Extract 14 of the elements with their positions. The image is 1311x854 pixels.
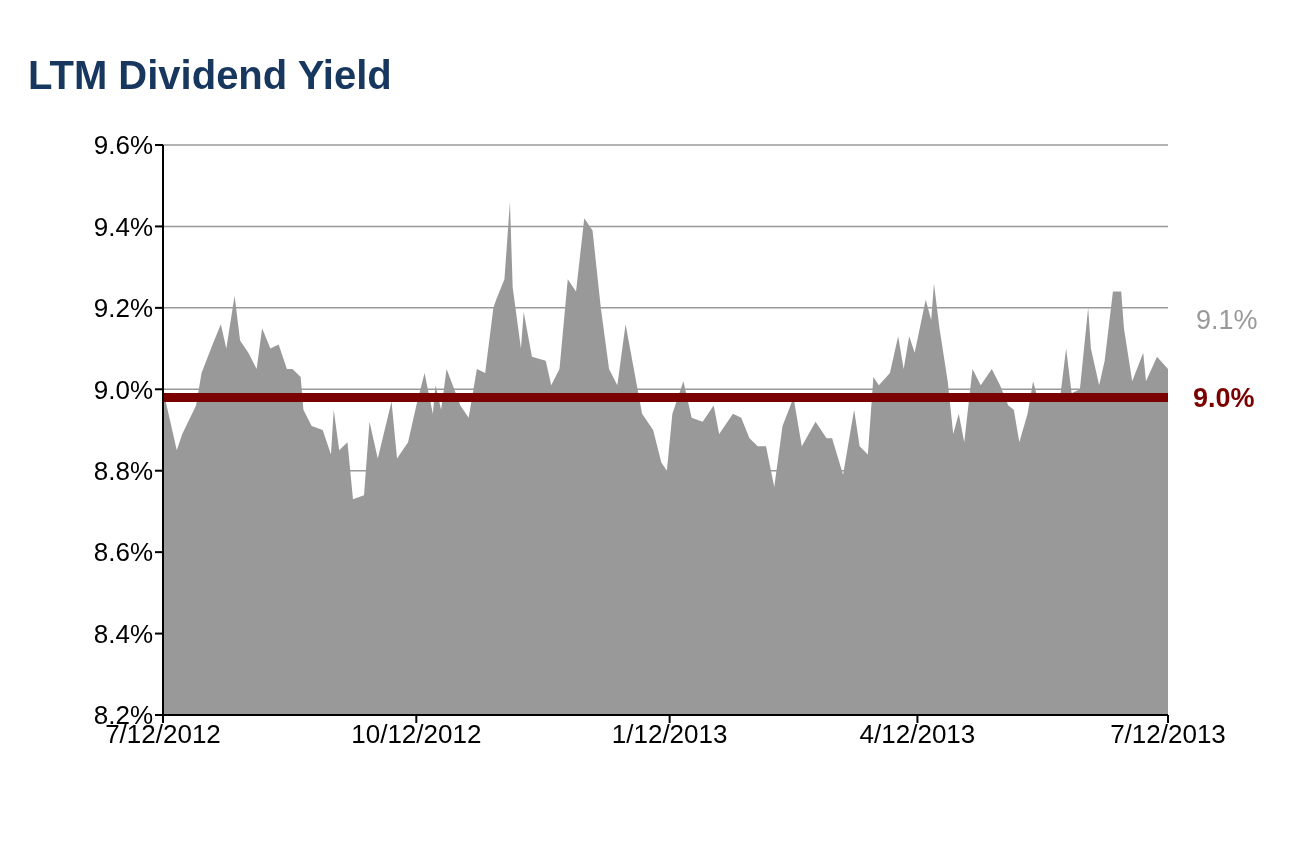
x-tick-label: 1/12/2013 [611,719,728,750]
ref-line-label: 9.0% [1193,383,1255,414]
x-tick-label: 7/12/2013 [1110,719,1226,750]
y-tick-label: 8.4% [93,618,153,649]
y-tick-label: 9.6% [93,130,153,161]
text: 9.1% [1196,305,1258,336]
chart-title: LTM Dividend Yield [28,53,392,98]
y-tick-label: 9.2% [93,293,153,324]
x-tick-label: 10/12/2012 [351,719,482,750]
y-tick-label: 8.8% [93,455,153,486]
y-tick-label: 9.4% [93,211,153,242]
y-tick-label: 9.0% [93,374,153,405]
x-tick-label: 4/12/2013 [859,719,976,750]
y-tick-label: 8.6% [93,537,153,568]
